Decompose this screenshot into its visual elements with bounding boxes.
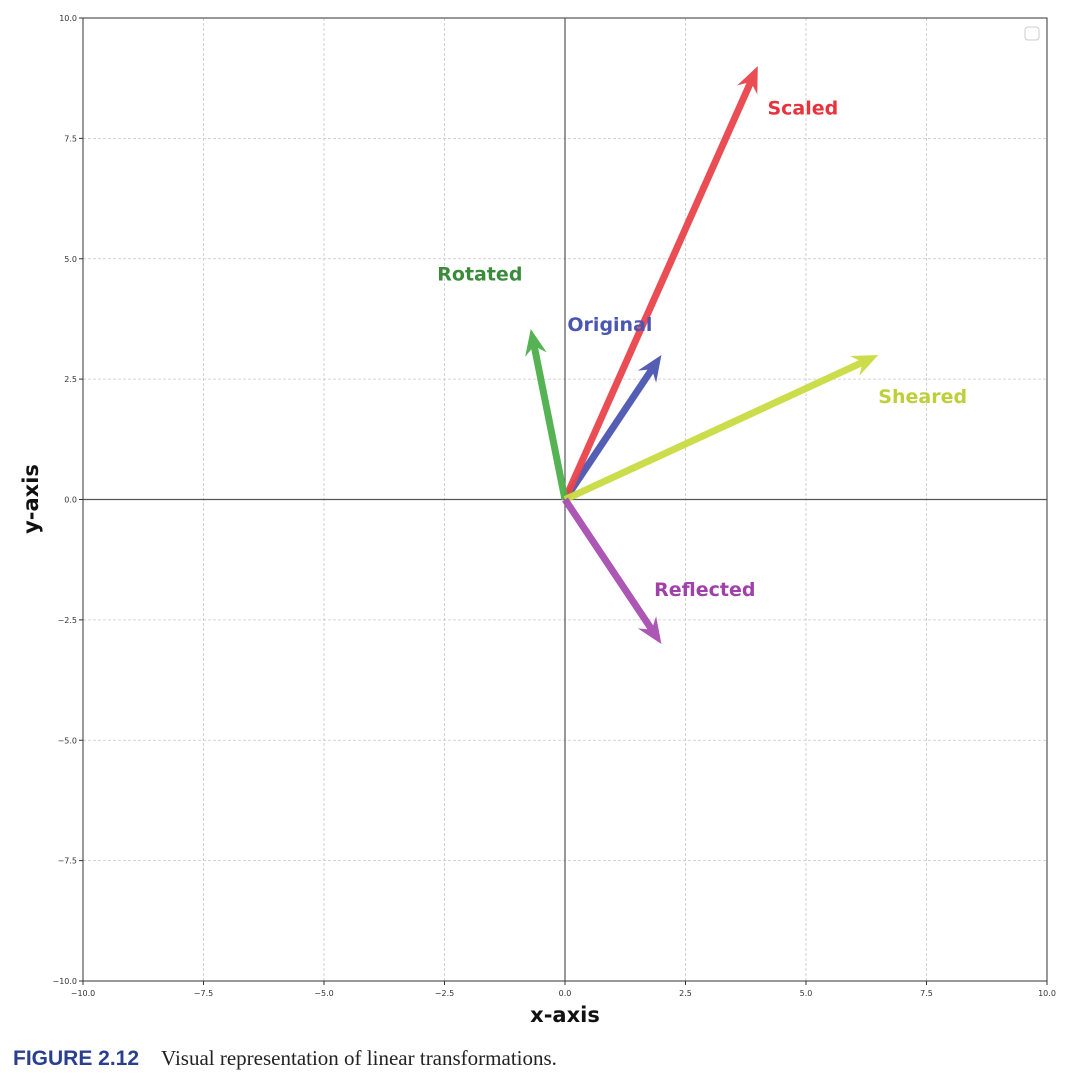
y-tick-label: 5.0	[64, 255, 77, 264]
y-tick-label: −5.0	[58, 736, 77, 745]
vector-arrow-scaled	[561, 66, 758, 501]
vector-arrow-rotated	[525, 329, 569, 501]
tick-labels: −10.0 −10.0 −7.5 −7.5 −5.0 −5.0 −2.5 −2.5 0.0 0.0…	[52, 14, 1055, 998]
vector-original	[562, 355, 662, 502]
vector-arrow-sheared	[563, 355, 879, 503]
x-tick-label: 5.0	[800, 989, 813, 998]
caption-number: FIGURE 2.12	[13, 1047, 140, 1070]
vector-label-reflected: Reflected	[654, 579, 755, 601]
vectors	[525, 66, 879, 644]
x-tick-label: −2.5	[435, 989, 454, 998]
x-tick-label: 10.0	[1038, 989, 1056, 998]
legend-box	[1024, 26, 1040, 41]
vector-labels: Original Scaled Rotated Sheared Reflected	[437, 97, 967, 601]
x-axis-label: x-axis	[530, 1003, 600, 1027]
x-tick-label: −7.5	[194, 989, 213, 998]
y-tick-label: −7.5	[58, 857, 77, 866]
y-tick-label: 2.5	[64, 375, 77, 384]
vector-rotated	[525, 329, 569, 501]
caption-text: Visual representation of linear transfor…	[161, 1046, 557, 1070]
x-tick-label: −5.0	[314, 989, 333, 998]
y-tick-label: 7.5	[64, 134, 77, 143]
vector-label-rotated: Rotated	[437, 263, 522, 285]
y-tick-label: 10.0	[59, 14, 77, 23]
vector-label-sheared: Sheared	[878, 386, 967, 408]
vector-arrow-reflected	[562, 497, 662, 644]
vector-scaled	[561, 66, 758, 501]
vector-label-scaled: Scaled	[767, 97, 838, 119]
linear-transformations-chart: −10.0 −10.0 −7.5 −7.5 −5.0 −5.0 −2.5 −2.5 0.0 0.0…	[19, 14, 1056, 1027]
x-tick-label: −10.0	[71, 989, 96, 998]
vector-sheared	[563, 355, 879, 503]
x-tick-label: 0.0	[559, 989, 572, 998]
y-axis-label: y-axis	[19, 464, 43, 534]
vector-reflected	[562, 497, 662, 644]
x-tick-label: 7.5	[920, 989, 933, 998]
y-tick-label: −10.0	[52, 977, 77, 986]
x-tick-label: 2.5	[679, 989, 692, 998]
vector-arrow-original	[562, 355, 662, 502]
vector-label-original: Original	[567, 314, 652, 336]
figure-caption: FIGURE 2.12 Visual representation of line…	[13, 1046, 557, 1071]
y-tick-label: 0.0	[64, 496, 77, 505]
y-tick-label: −2.5	[58, 616, 77, 625]
